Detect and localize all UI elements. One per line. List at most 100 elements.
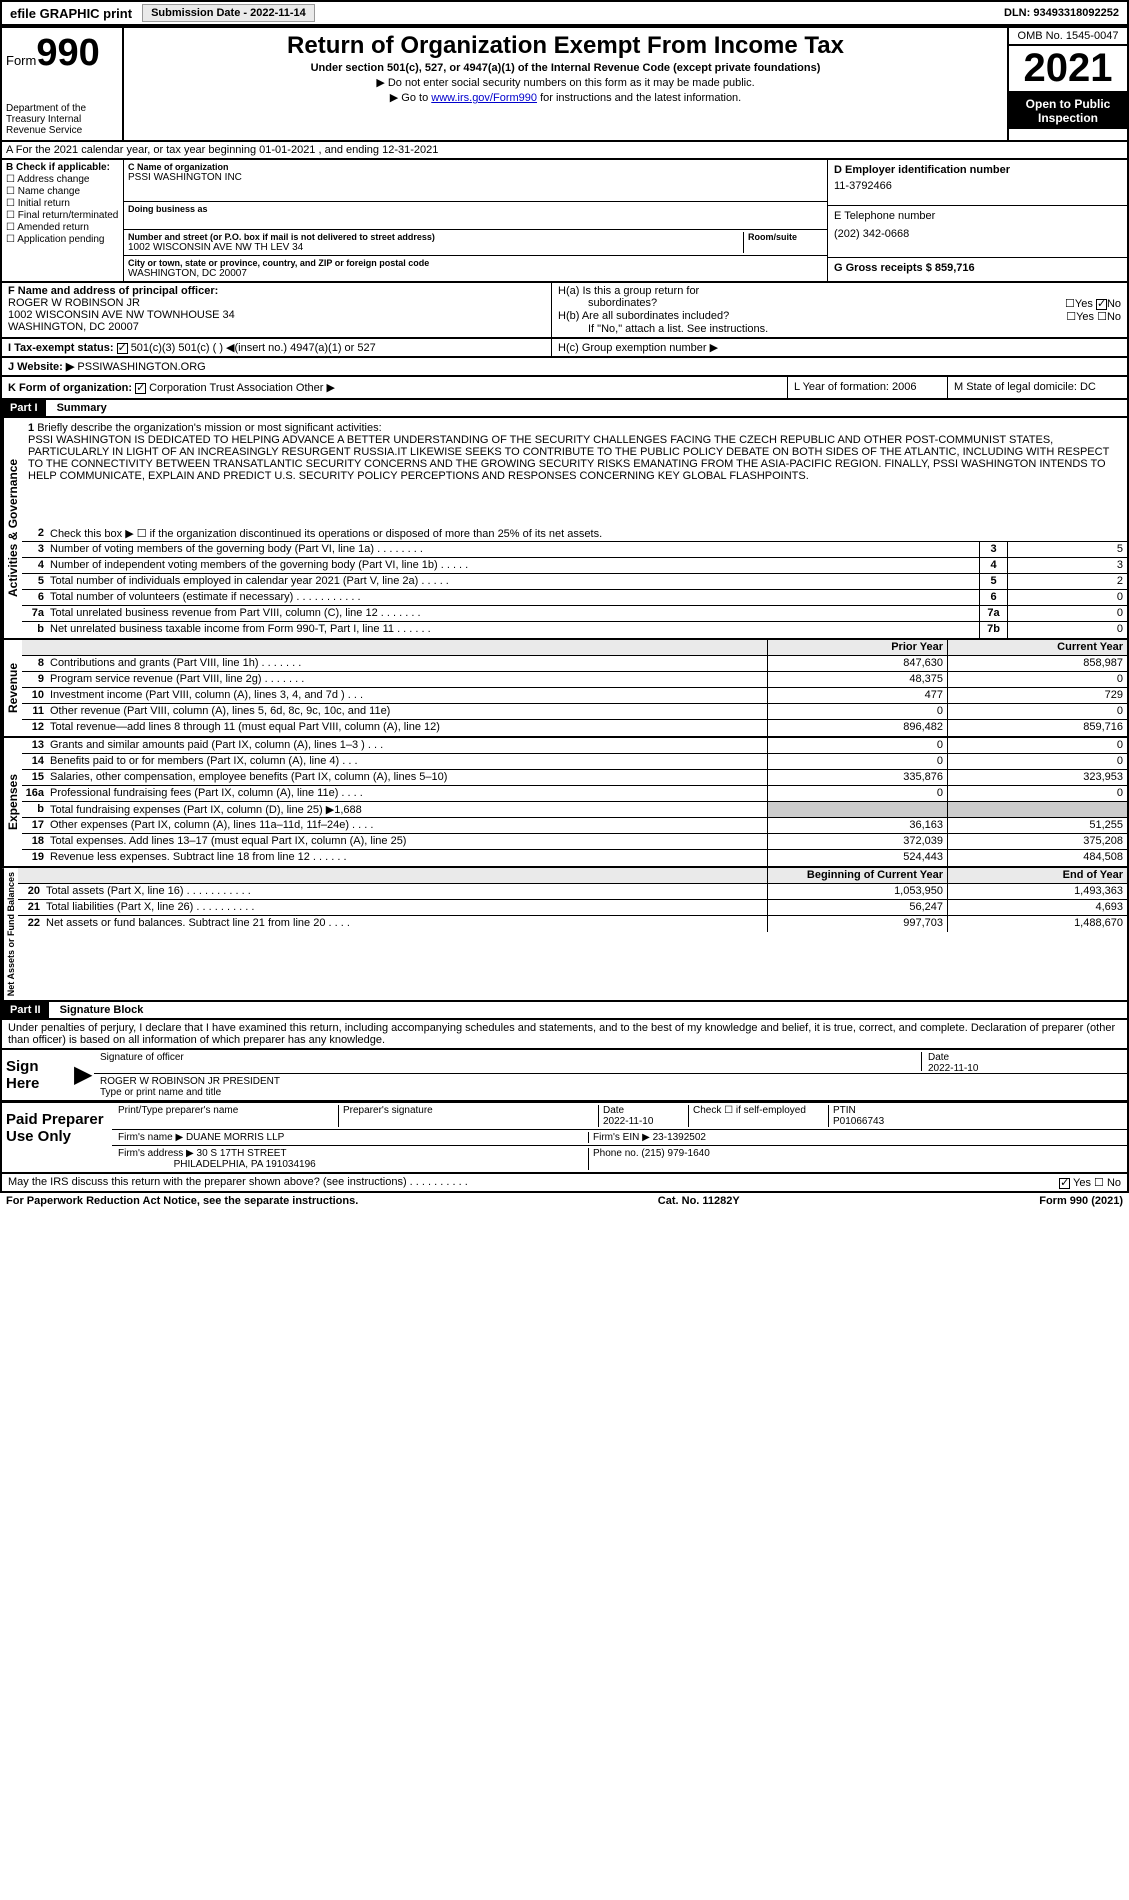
sig-date: 2022-11-10 bbox=[928, 1063, 978, 1074]
table-row: 12Total revenue—add lines 8 through 11 (… bbox=[22, 720, 1127, 736]
dba-label: Doing business as bbox=[128, 204, 823, 214]
dln: DLN: 93493318092252 bbox=[996, 5, 1127, 21]
k-corp-check[interactable] bbox=[135, 383, 146, 394]
cb-final[interactable]: ☐ Final return/terminated bbox=[6, 210, 119, 221]
section-i-hc: I Tax-exempt status: 501(c)(3) 501(c) ( … bbox=[0, 339, 1129, 358]
officer-name: ROGER W ROBINSON JR bbox=[8, 297, 545, 309]
section-f: F Name and address of principal officer:… bbox=[2, 283, 552, 337]
b-label: B Check if applicable: bbox=[6, 162, 119, 173]
room-label: Room/suite bbox=[748, 232, 823, 242]
current-year-hdr: Current Year bbox=[947, 640, 1127, 655]
side-na: Net Assets or Fund Balances bbox=[2, 868, 18, 1000]
irs-link[interactable]: www.irs.gov/Form990 bbox=[431, 92, 537, 104]
phone-label: E Telephone number bbox=[834, 210, 1121, 222]
end-year-hdr: End of Year bbox=[947, 868, 1127, 883]
discuss-yes-check[interactable] bbox=[1059, 1178, 1070, 1189]
header-grid: B Check if applicable: ☐ Address change … bbox=[0, 160, 1129, 283]
open-inspection: Open to Public Inspection bbox=[1009, 93, 1127, 129]
section-l: L Year of formation: 2006 bbox=[787, 377, 947, 398]
cb-amended[interactable]: ☐ Amended return bbox=[6, 222, 119, 233]
pra-notice: For Paperwork Reduction Act Notice, see … bbox=[6, 1195, 358, 1207]
hb-note: If "No," attach a list. See instructions… bbox=[558, 323, 1121, 335]
form-header: Form990 Department of the Treasury Inter… bbox=[0, 26, 1129, 142]
side-ag: Activities & Governance bbox=[2, 418, 22, 638]
table-row: 22Net assets or fund balances. Subtract … bbox=[18, 916, 1127, 932]
gross-receipts: G Gross receipts $ 859,716 bbox=[834, 262, 1121, 274]
table-row: 3Number of voting members of the governi… bbox=[22, 542, 1127, 558]
part1-ag: Activities & Governance 1 Briefly descri… bbox=[0, 418, 1129, 640]
section-fh: F Name and address of principal officer:… bbox=[0, 283, 1129, 339]
hb-label: H(b) Are all subordinates included? bbox=[558, 310, 729, 323]
addr-label: Number and street (or P.O. box if mail i… bbox=[128, 232, 743, 242]
cb-initial[interactable]: ☐ Initial return bbox=[6, 198, 119, 209]
table-row: 14Benefits paid to or for members (Part … bbox=[22, 754, 1127, 770]
cat-no: Cat. No. 11282Y bbox=[658, 1195, 740, 1207]
ha2: subordinates? bbox=[558, 297, 657, 310]
cb-addr-change[interactable]: ☐ Address change bbox=[6, 174, 119, 185]
form-word: Form bbox=[6, 53, 36, 68]
part2-header: Part II Signature Block bbox=[0, 1002, 1129, 1020]
phone: (202) 342-0668 bbox=[834, 228, 1121, 240]
table-row: 10Investment income (Part VIII, column (… bbox=[22, 688, 1127, 704]
side-rev: Revenue bbox=[2, 640, 22, 736]
ptin: P01066743 bbox=[833, 1116, 884, 1127]
table-row: bNet unrelated business taxable income f… bbox=[22, 622, 1127, 638]
sign-here-section: Sign Here ▶ Signature of officer Date202… bbox=[0, 1050, 1129, 1103]
ha-no-check[interactable] bbox=[1096, 299, 1107, 310]
sign-arrow-icon: ▶ bbox=[74, 1050, 94, 1100]
table-row: 7aTotal unrelated business revenue from … bbox=[22, 606, 1127, 622]
paid-prep-label: Paid Preparer Use Only bbox=[2, 1103, 112, 1172]
officer-typed-name: ROGER W ROBINSON JR PRESIDENT bbox=[100, 1076, 280, 1087]
c-name-label: C Name of organization bbox=[128, 162, 823, 172]
part1-header: Part I Summary bbox=[0, 400, 1129, 418]
line1: 1 Briefly describe the organization's mi… bbox=[22, 418, 1127, 486]
i-label: I Tax-exempt status: bbox=[8, 342, 114, 354]
omb-no: OMB No. 1545-0047 bbox=[1009, 28, 1127, 46]
part2-decl: Under penalties of perjury, I declare th… bbox=[0, 1020, 1129, 1050]
prep-date: 2022-11-10 bbox=[603, 1116, 653, 1127]
firm-addr: 30 S 17TH STREET bbox=[197, 1148, 287, 1159]
part1-rev: Revenue Prior YearCurrent Year 8Contribu… bbox=[0, 640, 1129, 738]
self-emp: Check ☐ if self-employed bbox=[688, 1105, 828, 1127]
sig-officer-label: Signature of officer bbox=[100, 1052, 921, 1071]
prep-sig-label: Preparer's signature bbox=[338, 1105, 598, 1127]
table-row: bTotal fundraising expenses (Part IX, co… bbox=[22, 802, 1127, 818]
submission-date[interactable]: Submission Date - 2022-11-14 bbox=[142, 4, 315, 22]
table-row: 18Total expenses. Add lines 13–17 (must … bbox=[22, 834, 1127, 850]
cb-pending[interactable]: ☐ Application pending bbox=[6, 234, 119, 245]
table-row: 15Salaries, other compensation, employee… bbox=[22, 770, 1127, 786]
prior-year-hdr: Prior Year bbox=[767, 640, 947, 655]
row-a: A For the 2021 calendar year, or tax yea… bbox=[0, 142, 1129, 160]
i-501c3-check[interactable] bbox=[117, 343, 128, 354]
tax-year: 2021 bbox=[1009, 46, 1127, 93]
side-exp: Expenses bbox=[2, 738, 22, 866]
form-ref: Form 990 (2021) bbox=[1039, 1195, 1123, 1207]
firm-ein: 23-1392502 bbox=[653, 1132, 706, 1143]
ein-label: D Employer identification number bbox=[834, 164, 1121, 176]
hc-label: H(c) Group exemption number ▶ bbox=[552, 339, 1127, 356]
type-name-label: Type or print name and title bbox=[100, 1087, 280, 1098]
sign-here-label: Sign Here bbox=[2, 1050, 74, 1100]
part1-hdr: Part I bbox=[2, 400, 46, 416]
form-center: Return of Organization Exempt From Incom… bbox=[124, 28, 1007, 140]
firm-city: PHILADELPHIA, PA 191034196 bbox=[174, 1159, 316, 1170]
form-note2: ▶ Go to www.irs.gov/Form990 for instruct… bbox=[128, 91, 1003, 104]
table-row: 4Number of independent voting members of… bbox=[22, 558, 1127, 574]
top-bar: efile GRAPHIC print Submission Date - 20… bbox=[0, 0, 1129, 26]
part1-na: Net Assets or Fund Balances Beginning of… bbox=[0, 868, 1129, 1002]
section-klm: K Form of organization: Corporation Trus… bbox=[0, 377, 1129, 400]
ein: 11-3792466 bbox=[834, 180, 1121, 192]
paid-preparer-section: Paid Preparer Use Only Print/Type prepar… bbox=[0, 1103, 1129, 1174]
org-city: WASHINGTON, DC 20007 bbox=[128, 268, 823, 279]
efile-label: efile GRAPHIC print bbox=[2, 4, 140, 23]
section-i: I Tax-exempt status: 501(c)(3) 501(c) ( … bbox=[2, 339, 552, 356]
cb-name-change[interactable]: ☐ Name change bbox=[6, 186, 119, 197]
discuss-label: May the IRS discuss this return with the… bbox=[8, 1176, 468, 1189]
page-footer: For Paperwork Reduction Act Notice, see … bbox=[0, 1193, 1129, 1209]
part1-title: Summary bbox=[49, 402, 107, 414]
officer-addr: 1002 WISCONSIN AVE NW TOWNHOUSE 34 bbox=[8, 309, 545, 321]
section-j: J Website: ▶ PSSIWASHINGTON.ORG bbox=[0, 358, 1129, 377]
form-right: OMB No. 1545-0047 2021 Open to Public In… bbox=[1007, 28, 1127, 140]
ha-label: H(a) Is this a group return for bbox=[558, 285, 699, 297]
table-row: 17Other expenses (Part IX, column (A), l… bbox=[22, 818, 1127, 834]
